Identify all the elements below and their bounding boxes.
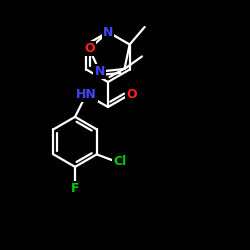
Text: O: O [84,42,95,55]
Text: Cl: Cl [113,155,126,168]
Text: N: N [94,65,105,78]
Text: N: N [103,26,113,38]
Text: HN: HN [76,88,96,101]
Text: F: F [71,182,79,194]
Text: O: O [126,88,137,101]
